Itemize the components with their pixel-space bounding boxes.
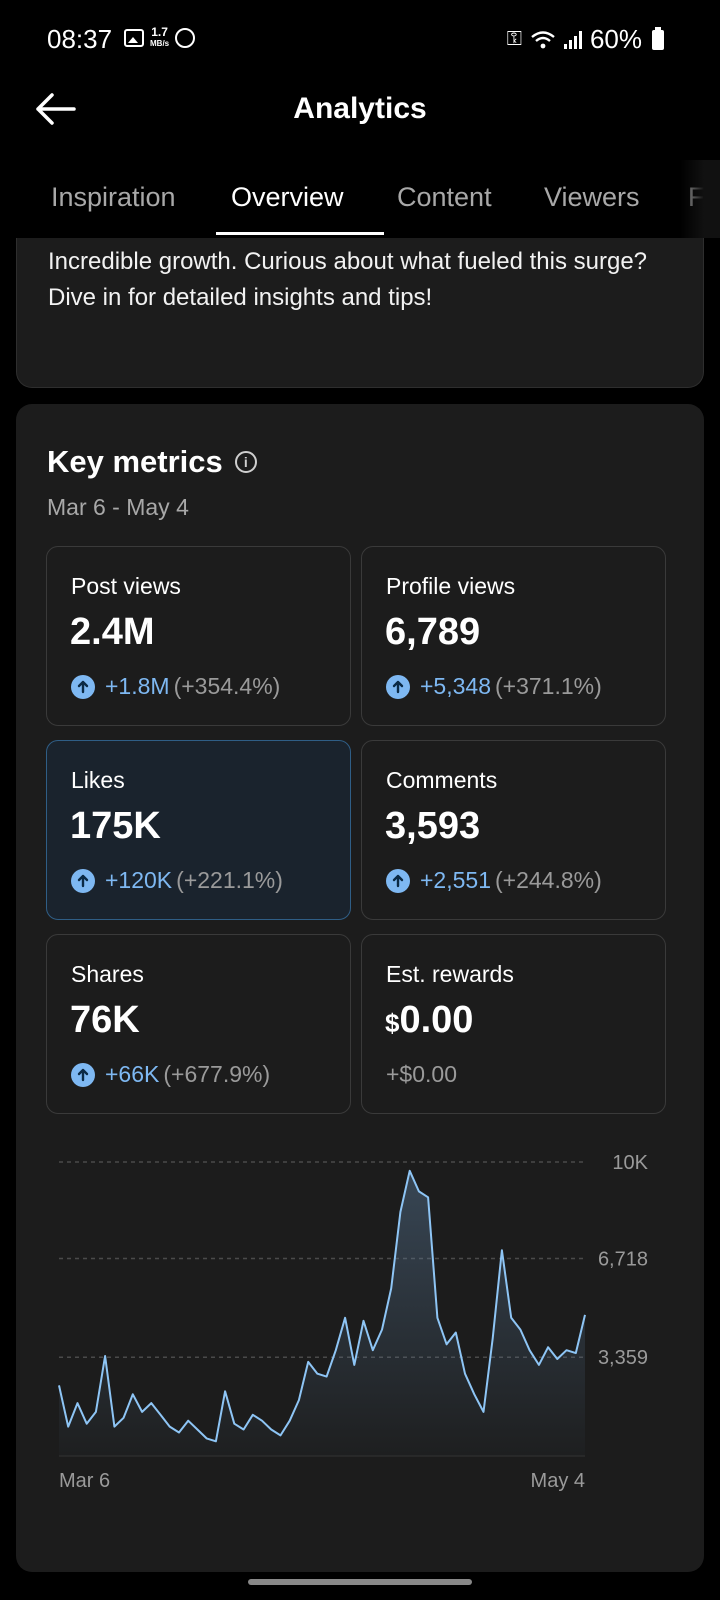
likes-chart[interactable]: 10K 6,718 3,359 Mar 6 May 4	[0, 1140, 720, 1500]
network-speed: 1.7 MB/s	[150, 25, 170, 49]
metric-label: Likes	[71, 767, 125, 793]
metric-delta: +5,348	[420, 673, 491, 699]
metric-delta: +$0.00	[386, 1061, 457, 1087]
home-indicator[interactable]	[248, 1579, 472, 1585]
wifi-icon	[531, 30, 555, 48]
y-tick-label: 6,718	[598, 1248, 648, 1270]
status-notification-icons: 1.7 MB/s	[124, 25, 196, 49]
arrow-up-icon	[386, 674, 410, 699]
metric-change: +1.8M (+354.4%)	[71, 673, 280, 700]
metric-label: Post views	[71, 573, 181, 599]
metric-change: +5,348 (+371.1%)	[386, 673, 602, 700]
back-button[interactable]	[30, 86, 80, 132]
chart-series-line	[58, 1169, 586, 1443]
battery-icon	[652, 26, 664, 50]
metric-percent: (+244.8%)	[495, 867, 602, 893]
metric-value-amount: 0.00	[399, 999, 474, 1041]
metric-label: Comments	[386, 767, 498, 793]
insight-text: Wow, your total views skyrocketed by 217…	[48, 238, 648, 311]
network-speed-value: 1.7	[151, 25, 168, 39]
metric-value: 3,593	[385, 805, 481, 847]
metric-tile-likes[interactable]: Likes 175K +120K (+221.1%)	[46, 740, 351, 920]
metric-change: +2,551 (+244.8%)	[386, 867, 602, 894]
status-bar: 08:37 1.7 MB/s ⚿ 60%	[0, 0, 720, 80]
y-tick-label: 10K	[612, 1152, 648, 1174]
metric-tile-est-rewards[interactable]: Est. rewards $0.00 +$0.00	[361, 934, 666, 1114]
insight-card[interactable]: Wow, your total views skyrocketed by 217…	[16, 238, 704, 388]
metric-percent: (+354.4%)	[173, 673, 281, 699]
metric-tile-profile-views[interactable]: Profile views 6,789 +5,348 (+371.1%)	[361, 546, 666, 726]
metric-change: +66K (+677.9%)	[71, 1061, 270, 1088]
arrow-up-icon	[71, 1062, 95, 1087]
chart-area	[59, 1170, 585, 1456]
metric-value: 76K	[70, 999, 140, 1041]
date-range: Mar 6 - May 4	[47, 494, 189, 520]
arrow-left-icon	[36, 93, 76, 125]
metric-value: 2.4M	[70, 611, 155, 653]
arrow-up-icon	[71, 674, 95, 699]
arrow-up-icon	[71, 868, 95, 893]
metric-delta: +1.8M	[105, 673, 170, 699]
metric-delta: +120K	[105, 867, 173, 893]
metric-tile-shares[interactable]: Shares 76K +66K (+677.9%)	[46, 934, 351, 1114]
page-title: Analytics	[293, 92, 427, 125]
key-icon: ⚿	[506, 28, 522, 50]
metric-value: 6,789	[385, 611, 481, 653]
metric-change: +120K (+221.1%)	[71, 867, 283, 894]
info-icon[interactable]: i	[234, 451, 257, 473]
currency-symbol: $	[385, 1008, 400, 1038]
metric-value: $0.00	[385, 999, 473, 1042]
arrow-up-icon	[386, 868, 410, 893]
metric-label: Profile views	[386, 573, 516, 599]
battery-percentage: 60%	[589, 24, 642, 54]
x-tick-label: May 4	[531, 1470, 585, 1492]
status-time: 08:37	[47, 24, 113, 54]
active-tab-indicator	[216, 232, 384, 235]
network-speed-unit: MB/s	[150, 39, 170, 48]
image-icon	[124, 29, 144, 47]
key-metrics-title: Key metrics	[47, 444, 223, 479]
tab-inspiration[interactable]: Inspiration	[51, 182, 176, 212]
tab-scroll-fade	[680, 160, 720, 238]
metric-delta: +2,551	[420, 867, 491, 893]
key-metrics-heading: Key metrics i	[47, 444, 257, 480]
metric-tile-comments[interactable]: Comments 3,593 +2,551 (+244.8%)	[361, 740, 666, 920]
whatsapp-icon	[175, 28, 196, 48]
metric-value: 175K	[70, 805, 161, 847]
signal-icon	[563, 30, 582, 49]
metric-percent: (+221.1%)	[176, 867, 283, 893]
metric-tile-post-views[interactable]: Post views 2.4M +1.8M (+354.4%)	[46, 546, 351, 726]
metric-percent: (+677.9%)	[163, 1061, 271, 1087]
metric-percent: (+371.1%)	[495, 673, 602, 699]
metric-label: Est. rewards	[386, 961, 514, 987]
tab-content[interactable]: Content	[397, 182, 492, 212]
metric-label: Shares	[71, 961, 144, 987]
tab-bar: Inspiration Overview Content Viewers F	[0, 160, 720, 238]
metric-change: +$0.00	[386, 1061, 457, 1088]
x-tick-label: Mar 6	[59, 1470, 110, 1492]
tab-overview[interactable]: Overview	[231, 182, 344, 212]
status-system-icons: ⚿ 60%	[507, 24, 664, 55]
tab-viewers[interactable]: Viewers	[544, 182, 640, 212]
y-tick-label: 3,359	[598, 1347, 648, 1369]
metric-delta: +66K	[105, 1061, 160, 1087]
